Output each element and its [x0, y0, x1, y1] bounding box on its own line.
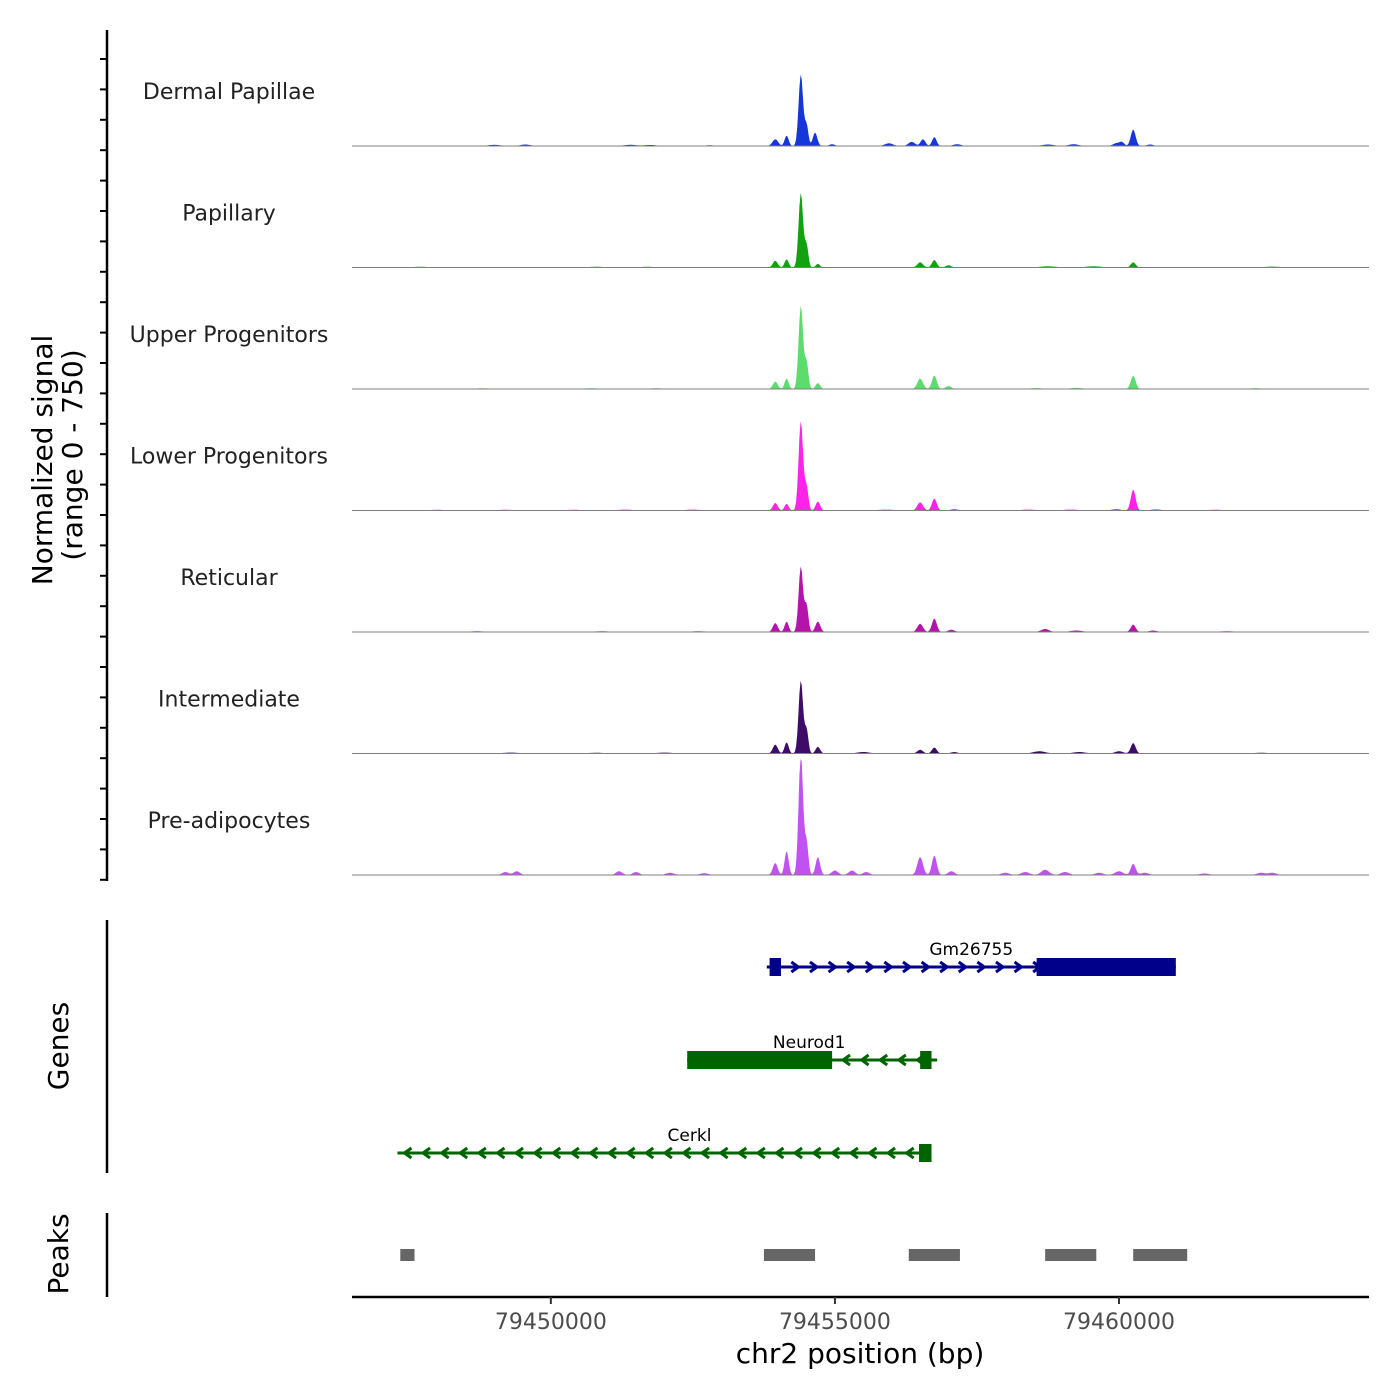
peak-region — [1133, 1249, 1188, 1261]
signal-track-intermediate: Intermediate — [158, 680, 1369, 754]
strand-arrow — [939, 960, 950, 974]
strand-arrow — [885, 1146, 896, 1160]
signal-area — [352, 193, 1369, 268]
strand-arrow — [699, 1146, 710, 1160]
strand-arrow — [718, 1146, 729, 1160]
peaks-track-title: Peaks — [42, 1213, 75, 1294]
peak-region — [908, 1249, 960, 1261]
strand-arrow — [790, 960, 801, 974]
strand-arrow — [401, 1146, 413, 1160]
gene-exon — [769, 958, 781, 976]
signal-track-dermal-papillae: Dermal Papillae — [143, 74, 1369, 147]
track-label: Pre-adipocytes — [148, 809, 311, 834]
strand-arrow — [550, 1146, 562, 1160]
strand-arrow — [827, 960, 839, 974]
signal-area — [352, 759, 1369, 875]
strand-arrow — [569, 1146, 580, 1160]
signal-area — [352, 74, 1369, 146]
signal-area — [352, 680, 1369, 754]
x-tick-label: 79455000 — [779, 1310, 891, 1335]
strand-arrow — [976, 960, 987, 974]
peak-region — [1045, 1249, 1097, 1261]
strand-arrow — [457, 1146, 469, 1160]
strand-arrow — [883, 960, 894, 974]
track-label: Lower Progenitors — [130, 445, 328, 470]
track-label: Dermal Papillae — [143, 80, 315, 105]
signal-track-pre-adipocytes: Pre-adipocytes — [148, 759, 1369, 876]
x-axis-title: chr2 position (bp) — [736, 1337, 985, 1370]
signal-y-axis — [100, 30, 109, 881]
strand-arrow — [811, 1146, 822, 1160]
genes-track: Gm26755 Neurod1 Cerkl — [397, 940, 1176, 1162]
strand-arrow — [494, 1146, 506, 1160]
strand-arrow — [846, 960, 857, 974]
strand-arrow — [792, 1146, 803, 1160]
strand-arrow — [902, 960, 913, 974]
strand-arrow — [532, 1146, 543, 1160]
track-label: Upper Progenitors — [130, 323, 329, 348]
signal-track-lower-progenitors: Lower Progenitors — [130, 421, 1369, 511]
strand-arrow — [864, 960, 876, 974]
signal-tracks: Dermal Papillae Papillary Upper Progenitor… — [130, 74, 1369, 876]
gene-exon — [919, 1144, 932, 1162]
gene-label: Cerkl — [668, 1126, 712, 1146]
strand-arrow — [957, 960, 969, 974]
strand-arrow — [420, 1146, 431, 1160]
signal-area — [352, 421, 1369, 511]
strand-arrow — [662, 1146, 673, 1160]
track-label: Reticular — [180, 566, 278, 591]
strand-arrow — [476, 1146, 487, 1160]
strand-arrow — [877, 1053, 889, 1067]
gene-exon — [920, 1051, 932, 1069]
gene-gm26755: Gm26755 — [766, 940, 1176, 976]
peak-region — [763, 1249, 816, 1261]
strand-arrow — [829, 1146, 841, 1160]
strand-arrow — [773, 1146, 785, 1160]
gene-label: Gm26755 — [929, 940, 1013, 960]
strand-arrow — [755, 1146, 766, 1160]
strand-arrow — [859, 1053, 870, 1067]
peaks-track — [400, 1249, 1188, 1261]
strand-arrow — [896, 1053, 907, 1067]
strand-arrow — [625, 1146, 636, 1160]
gene-neurod1: Neurod1 — [687, 1033, 938, 1069]
gene-exon — [687, 1051, 833, 1069]
genes-track-title: Genes — [42, 1002, 75, 1090]
gene-exon — [1036, 958, 1176, 976]
signal-track-papillary: Papillary — [182, 193, 1369, 268]
strand-arrow — [587, 1146, 599, 1160]
strand-arrow — [848, 1146, 859, 1160]
strand-arrow — [513, 1146, 524, 1160]
signal-track-reticular: Reticular — [180, 566, 1369, 633]
strand-arrow — [606, 1146, 617, 1160]
strand-arrow — [866, 1146, 878, 1160]
strand-arrow — [643, 1146, 655, 1160]
track-label: Papillary — [182, 202, 276, 227]
gene-label: Neurod1 — [773, 1033, 846, 1053]
strand-arrow — [920, 960, 932, 974]
signal-area — [352, 566, 1369, 632]
signal-track-upper-progenitors: Upper Progenitors — [130, 305, 1369, 390]
strand-arrow — [809, 960, 820, 974]
strand-arrow — [995, 960, 1006, 974]
y-axis-title-line-2: (range 0 - 750) — [56, 349, 89, 560]
signal-area — [352, 305, 1369, 389]
track-label: Intermediate — [158, 688, 300, 713]
strand-arrow — [680, 1146, 692, 1160]
x-tick-label: 79460000 — [1063, 1310, 1175, 1335]
gene-cerkl: Cerkl — [397, 1126, 932, 1162]
strand-arrow — [840, 1053, 851, 1067]
peak-region — [400, 1249, 415, 1261]
strand-arrow — [439, 1146, 450, 1160]
strand-arrow — [904, 1146, 915, 1160]
strand-arrow — [736, 1146, 748, 1160]
strand-arrow — [1013, 960, 1025, 974]
y-axis-title-line-1: Normalized signal — [26, 335, 59, 586]
x-tick-label: 79450000 — [495, 1310, 607, 1335]
x-axis-ticks: 79450000 79455000 79460000 — [495, 1297, 1175, 1335]
